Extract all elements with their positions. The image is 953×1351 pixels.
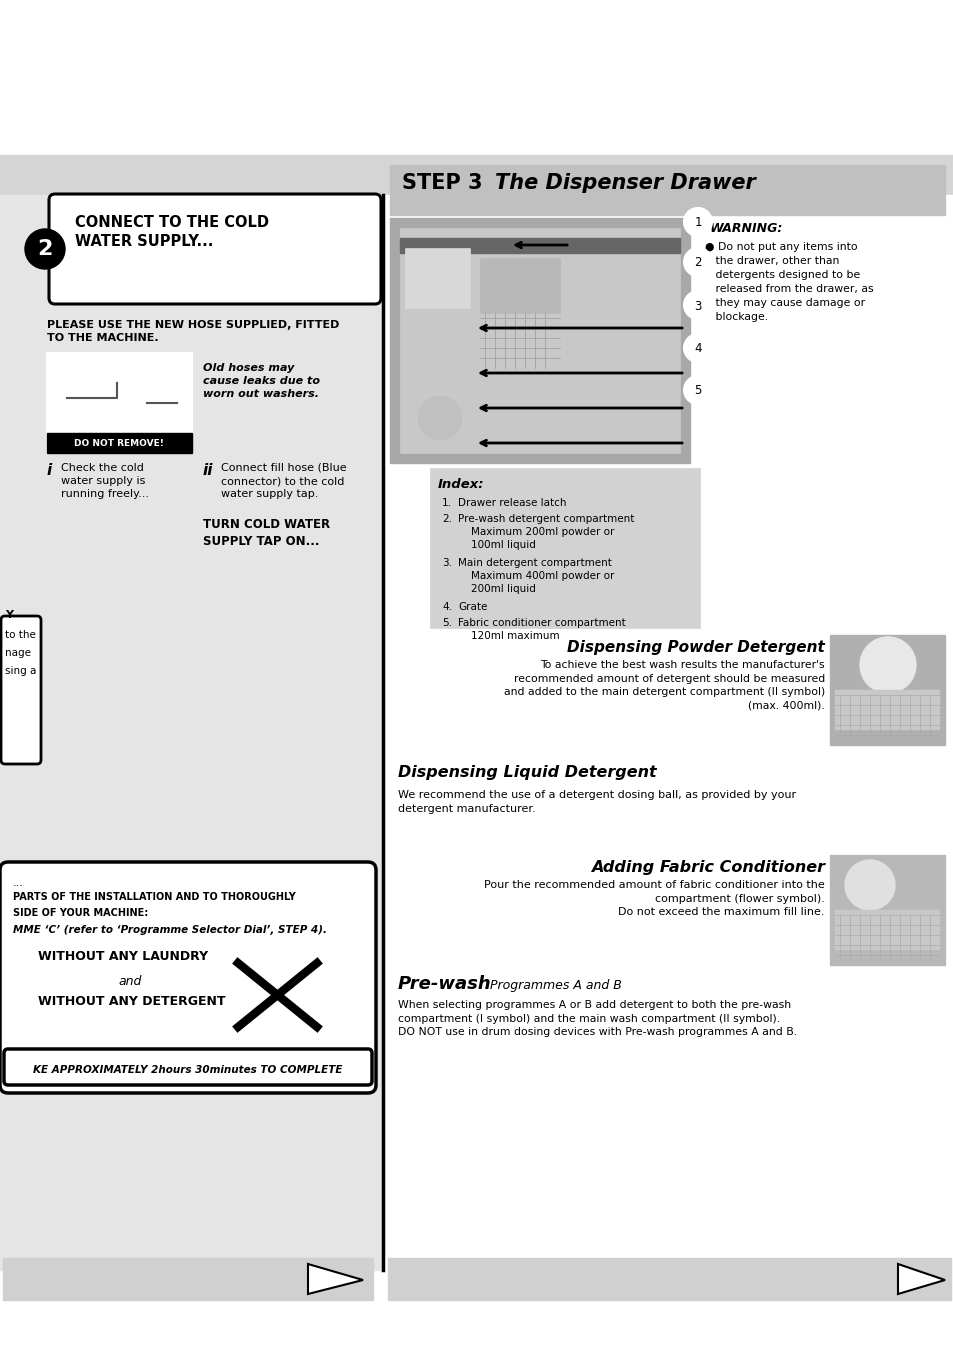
Text: CONNECT TO THE COLD
WATER SUPPLY...: CONNECT TO THE COLD WATER SUPPLY... xyxy=(75,215,269,249)
Text: Y: Y xyxy=(5,611,13,620)
Bar xyxy=(3,1258,373,1300)
Bar xyxy=(47,434,192,453)
Text: ● Do not put any items into
   the drawer, other than
   detergents designed to : ● Do not put any items into the drawer, … xyxy=(704,242,873,322)
Text: Pre-wash detergent compartment
    Maximum 200ml powder or
    100ml liquid: Pre-wash detergent compartment Maximum 2… xyxy=(457,513,634,550)
Text: Pour the recommended amount of fabric conditioner into the
compartment (flower s: Pour the recommended amount of fabric co… xyxy=(484,880,824,917)
Text: sing a: sing a xyxy=(5,666,36,676)
Text: 1.: 1. xyxy=(441,499,452,508)
Text: 2: 2 xyxy=(694,257,701,269)
Text: ii: ii xyxy=(203,463,213,478)
Text: KE APPROXIMATELY 2hours 30minutes TO COMPLETE: KE APPROXIMATELY 2hours 30minutes TO COM… xyxy=(33,1065,342,1075)
Bar xyxy=(0,155,953,195)
Text: PLEASE USE THE NEW HOSE SUPPLIED, FITTED
TO THE MACHINE.: PLEASE USE THE NEW HOSE SUPPLIED, FITTED… xyxy=(47,320,339,343)
Bar xyxy=(388,1258,950,1300)
Text: 5: 5 xyxy=(694,385,701,397)
Circle shape xyxy=(417,396,461,440)
Bar xyxy=(47,353,192,453)
Bar xyxy=(479,258,559,313)
FancyBboxPatch shape xyxy=(0,862,375,1093)
Bar xyxy=(430,467,700,628)
Circle shape xyxy=(683,334,711,362)
Text: WITHOUT ANY LAUNDRY: WITHOUT ANY LAUNDRY xyxy=(38,950,208,963)
Circle shape xyxy=(859,638,915,693)
Bar xyxy=(399,228,679,453)
Bar xyxy=(834,911,939,950)
Bar xyxy=(834,690,939,730)
Bar xyxy=(390,218,689,463)
Text: 4.: 4. xyxy=(441,603,452,612)
Bar xyxy=(399,238,679,253)
Text: to the: to the xyxy=(5,630,36,640)
Bar xyxy=(829,855,944,965)
Text: Fabric conditioner compartment
    120ml maximum: Fabric conditioner compartment 120ml max… xyxy=(457,617,625,640)
Text: Main detergent compartment
    Maximum 400ml powder or
    200ml liquid: Main detergent compartment Maximum 400ml… xyxy=(457,558,614,593)
Text: Grate: Grate xyxy=(457,603,487,612)
Bar xyxy=(230,955,325,1035)
Bar xyxy=(829,635,944,744)
Text: Dispensing Liquid Detergent: Dispensing Liquid Detergent xyxy=(397,765,656,780)
Text: MME ‘C’ (refer to ‘Programme Selector Dial’, STEP 4).: MME ‘C’ (refer to ‘Programme Selector Di… xyxy=(13,925,327,935)
Text: 5.: 5. xyxy=(441,617,452,628)
Text: 2: 2 xyxy=(37,239,52,259)
Text: 2.: 2. xyxy=(441,513,452,524)
Text: 1: 1 xyxy=(694,216,701,230)
Circle shape xyxy=(683,249,711,276)
Text: Drawer release latch: Drawer release latch xyxy=(457,499,566,508)
Bar xyxy=(405,249,470,308)
Text: Old hoses may
cause leaks due to
worn out washers.: Old hoses may cause leaks due to worn ou… xyxy=(203,363,319,400)
Text: i: i xyxy=(47,463,52,478)
Text: Dispensing Powder Detergent: Dispensing Powder Detergent xyxy=(567,640,824,655)
Text: Programmes A and B: Programmes A and B xyxy=(490,979,621,992)
Text: TURN COLD WATER
SUPPLY TAP ON...: TURN COLD WATER SUPPLY TAP ON... xyxy=(203,517,330,549)
Circle shape xyxy=(844,861,894,911)
Text: We recommend the use of a detergent dosing ball, as provided by your
detergent m: We recommend the use of a detergent dosi… xyxy=(397,790,796,813)
Text: SIDE OF YOUR MACHINE:: SIDE OF YOUR MACHINE: xyxy=(13,908,148,917)
Text: nage: nage xyxy=(5,648,30,658)
FancyBboxPatch shape xyxy=(49,195,380,304)
Polygon shape xyxy=(308,1265,363,1294)
Text: 3.: 3. xyxy=(441,558,452,567)
Circle shape xyxy=(683,208,711,236)
Circle shape xyxy=(683,376,711,404)
Text: PARTS OF THE INSTALLATION AND TO THOROUGHLY: PARTS OF THE INSTALLATION AND TO THOROUG… xyxy=(13,892,295,902)
Polygon shape xyxy=(897,1265,944,1294)
Text: Index:: Index: xyxy=(437,478,484,490)
Bar xyxy=(382,195,953,1270)
FancyBboxPatch shape xyxy=(1,616,41,765)
Circle shape xyxy=(683,290,711,319)
Text: Pre-wash: Pre-wash xyxy=(397,975,491,993)
Text: The Dispenser Drawer: The Dispenser Drawer xyxy=(495,173,755,193)
Text: WITHOUT ANY DETERGENT: WITHOUT ANY DETERGENT xyxy=(38,994,225,1008)
Text: Connect fill hose (Blue
connector) to the cold
water supply tap.: Connect fill hose (Blue connector) to th… xyxy=(221,463,346,500)
Text: ...: ... xyxy=(13,878,24,888)
Text: DO NOT REMOVE!: DO NOT REMOVE! xyxy=(74,439,164,447)
Bar xyxy=(0,195,382,1270)
Text: 4: 4 xyxy=(694,343,701,355)
Bar xyxy=(8,694,34,735)
Text: WARNING:: WARNING: xyxy=(709,222,782,235)
FancyBboxPatch shape xyxy=(4,1048,372,1085)
Text: When selecting programmes A or B add detergent to both the pre-wash
compartment : When selecting programmes A or B add det… xyxy=(397,1000,797,1038)
Text: To achieve the best wash results the manufacturer's
recommended amount of deterg: To achieve the best wash results the man… xyxy=(503,661,824,711)
Bar xyxy=(390,165,944,215)
Text: and: and xyxy=(118,975,141,988)
Text: Adding Fabric Conditioner: Adding Fabric Conditioner xyxy=(590,861,824,875)
Circle shape xyxy=(25,230,65,269)
Text: STEP 3: STEP 3 xyxy=(401,173,482,193)
Text: 3: 3 xyxy=(694,300,701,312)
Text: Check the cold
water supply is
running freely...: Check the cold water supply is running f… xyxy=(61,463,149,500)
